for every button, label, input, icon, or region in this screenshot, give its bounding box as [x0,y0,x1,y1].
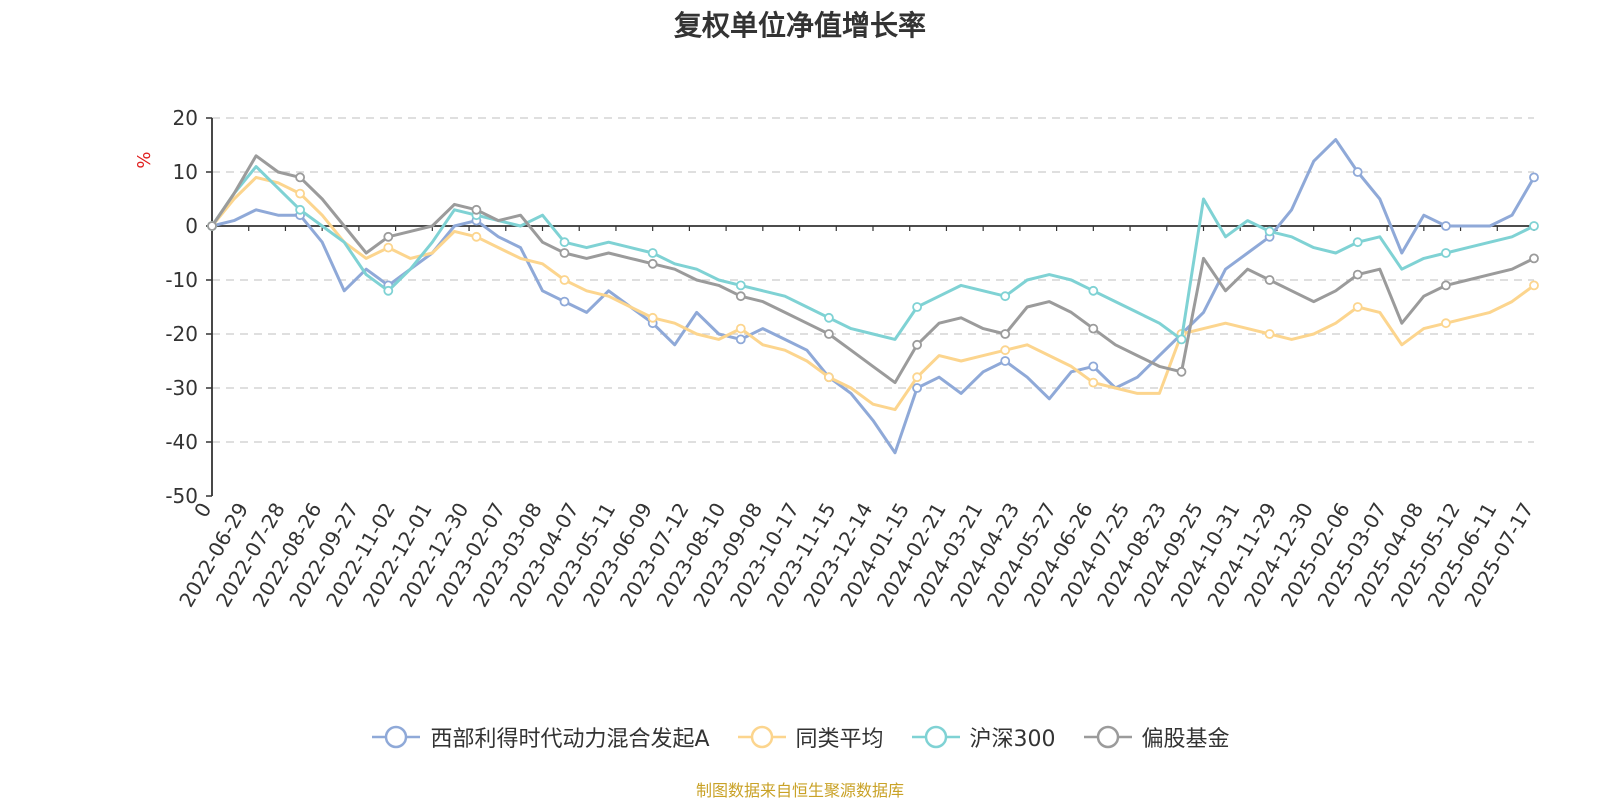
y-tick-label: -40 [165,430,198,454]
data-point [1088,377,1099,388]
data-point [1529,221,1539,231]
data-point [1264,226,1275,237]
legend-label: 沪深300 [969,727,1056,752]
data-point [207,221,217,231]
series-2 [207,165,1539,345]
legend-item[interactable]: 西部利得时代动力混合发起A [370,721,710,753]
y-tick-label: -30 [165,376,198,400]
legend-marker-icon [911,725,960,749]
series-3 [207,154,1539,385]
source-note: 制图数据来自恒生聚源数据库 [695,781,904,800]
data-point [912,339,922,350]
data-point [647,312,658,323]
data-point [1088,285,1099,296]
data-point [912,372,922,383]
x-tick-label: 0 [189,499,216,522]
data-point [912,383,922,393]
data-point [383,242,394,253]
data-point [824,312,834,323]
data-point [1352,269,1363,280]
data-point [559,296,570,307]
y-tick-label: -10 [165,268,198,292]
data-point [383,231,394,242]
legend-item[interactable]: 沪深300 [910,721,1056,753]
data-point [735,334,746,345]
y-tick-label: 20 [173,106,198,130]
y-tick-label: 10 [173,160,198,184]
data-point [1441,221,1451,231]
legend-label: 西部利得时代动力混合发起A [430,727,710,752]
data-point [1529,280,1539,291]
data-point [1000,291,1011,302]
y-tick-label: -50 [165,484,198,508]
data-point [1529,172,1539,183]
series-1 [207,175,1539,412]
data-point [295,188,306,199]
data-point [1264,275,1275,285]
legend-item[interactable]: 同类平均 [736,721,884,753]
data-point [912,302,922,312]
legend-marker-icon [1083,725,1132,749]
data-point [1176,366,1187,377]
data-point [559,275,570,285]
chart-title: 复权单位净值增长率 [673,9,926,42]
data-point [1088,361,1099,372]
data-point [295,204,306,215]
grid-layer [212,117,1534,443]
data-point [295,172,306,183]
data-point [1352,237,1363,248]
y-tick-label: 0 [185,214,198,238]
y-axis-label: % [134,151,155,168]
data-point [735,291,746,302]
data-point [471,231,482,242]
data-point [1441,248,1451,258]
legend-label: 偏股基金 [1141,727,1230,752]
data-point [1088,323,1099,334]
series-0 [207,138,1539,455]
legend-label: 同类平均 [795,727,884,752]
data-point [647,248,658,258]
series-line [211,138,1536,455]
data-point [1000,356,1011,366]
data-point [824,329,834,339]
data-point [559,237,570,248]
data-point [1000,329,1011,339]
series-line [210,175,1535,412]
legend-item[interactable]: 偏股基金 [1082,721,1230,753]
data-point [1352,302,1363,312]
data-point [1529,253,1539,264]
data-point [1264,329,1275,339]
y-tick-label: -20 [165,322,198,346]
axis-layer: 20100-10-20-30-40-5002022-06-292022-07-2… [165,106,1538,611]
legend: 西部利得时代动力混合发起A 同类平均 沪深300 偏股基金 [0,722,1600,752]
series-line [210,154,1535,385]
data-point [735,323,746,334]
data-point [559,248,570,258]
data-point [1000,345,1011,356]
data-point [1176,334,1187,345]
series-line [210,165,1535,341]
data-point [471,204,482,215]
legend-marker-icon [737,725,786,749]
data-point [824,372,834,383]
data-point [735,280,746,291]
data-point [647,258,658,269]
data-point [1352,167,1363,177]
data-point [1441,280,1451,291]
series-layer [207,138,1539,455]
data-point [383,285,394,296]
legend-marker-icon [372,725,421,749]
data-point [1441,318,1451,329]
